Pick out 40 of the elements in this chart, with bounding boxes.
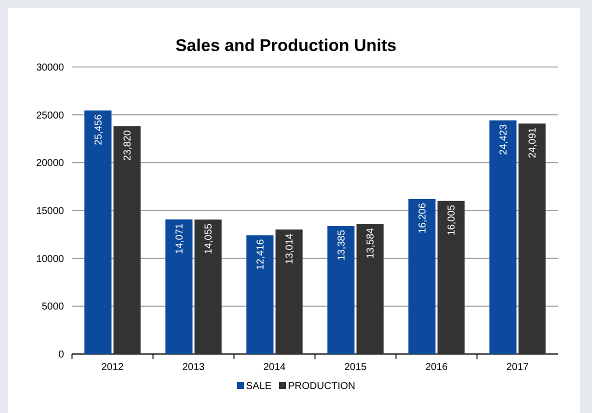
data-label: 23,820: [122, 130, 134, 161]
bar: [165, 219, 192, 354]
bar: [356, 224, 384, 354]
x-tick-label: 2016: [425, 362, 448, 373]
y-tick-label: 30000: [36, 62, 64, 74]
y-tick-label: 0: [58, 350, 64, 360]
bar: [84, 110, 112, 354]
x-tick-label: 2017: [506, 362, 530, 373]
bar: [438, 200, 465, 354]
data-label: 25,456: [93, 114, 104, 146]
bar: [194, 220, 222, 354]
data-label: 24,091: [528, 127, 539, 158]
data-label: 13,014: [284, 233, 296, 264]
data-label: 12,416: [255, 238, 266, 270]
bar: [114, 126, 141, 354]
data-label: 13,385: [336, 230, 348, 261]
data-label: 24,423: [498, 124, 510, 155]
y-tick-label: 25000: [36, 110, 64, 122]
x-tick-label: 2014: [263, 362, 286, 373]
chart-title: Sales and Production Units: [175, 36, 397, 55]
legend-label: SALE: [246, 381, 272, 392]
legend-label: PRODUCTION: [288, 381, 356, 392]
bar: [327, 226, 354, 354]
bar: [489, 120, 516, 354]
y-tick-label: 20000: [36, 158, 64, 170]
bar: [518, 124, 546, 354]
data-label: 16,005: [446, 204, 458, 236]
y-tick-label: 5000: [42, 302, 64, 313]
data-label: 16,206: [417, 202, 428, 234]
x-tick-label: 2015: [344, 362, 368, 373]
data-label: 14,071: [174, 222, 186, 254]
x-tick-label: 2012: [101, 362, 124, 373]
x-tick-label: 2013: [182, 362, 206, 373]
y-tick-label: 10000: [36, 254, 64, 265]
bar: [408, 198, 436, 354]
data-label: 13,584: [366, 228, 377, 259]
data-label: 14,055: [204, 223, 215, 254]
bar: [246, 235, 274, 354]
bar: [276, 230, 303, 354]
y-tick-label: 15000: [36, 206, 64, 217]
